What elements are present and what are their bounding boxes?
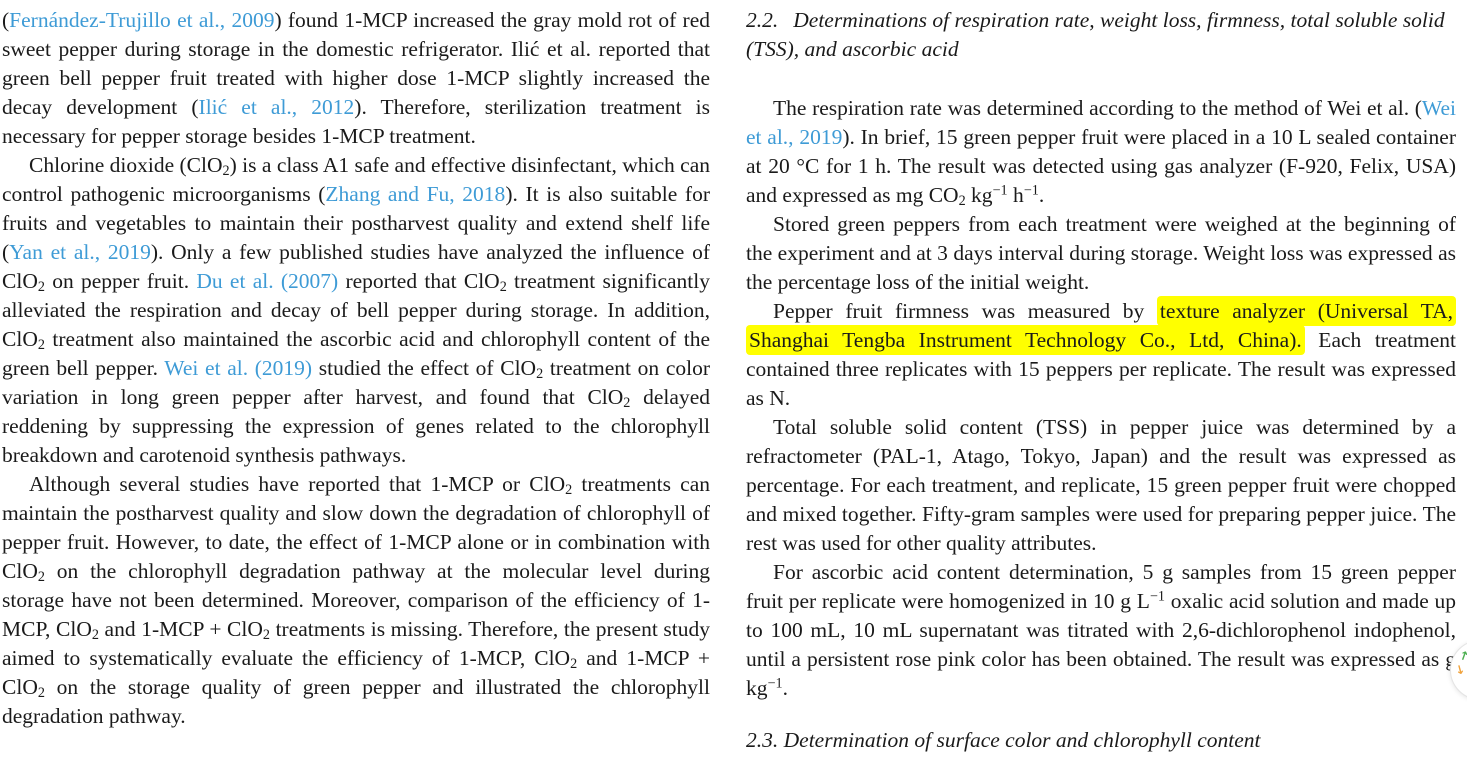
text-run: The respiration rate was determined acco… (773, 96, 1422, 120)
text-run: ). In brief, 15 green pepper fruit were … (746, 125, 1456, 207)
text-run: treatment also maintained the ascorbic a… (2, 327, 710, 380)
citation-link[interactable]: Fernández-Trujillo et al., 2009 (9, 8, 275, 32)
clipped-next-section-heading: 2.3. Determination of surface color and … (746, 728, 1261, 752)
text-run: ). It is also suitable for fruits and ve… (2, 182, 710, 264)
superscript: −1 (1023, 182, 1039, 199)
text-run: . (782, 676, 788, 700)
text-run: . (1038, 183, 1045, 207)
text-run: delayed reddening by suppressing the exp… (2, 385, 710, 467)
citation-link[interactable]: Yan et al., 2019 (9, 240, 151, 264)
citation-link[interactable]: Wei et al. (2019) (164, 356, 313, 380)
citation-link[interactable]: Wei et al., 2019 (746, 96, 1456, 149)
scroll-down-icon[interactable]: ↓ (1453, 661, 1467, 679)
text-run: Stored green peppers from each treatment… (746, 212, 1456, 294)
text-run: Pepper fruit firmness was measured by (773, 299, 1157, 323)
subscript: 2 (262, 627, 270, 644)
text-run: kg (965, 183, 993, 207)
text-run: Chlorine dioxide (ClO (29, 153, 223, 177)
text-run: reported that ClO (338, 269, 500, 293)
right-column-body: The respiration rate was determined acco… (746, 94, 1456, 703)
subscript: 2 (222, 163, 230, 180)
subscript: 2 (499, 279, 507, 296)
text-run: ) is a class A1 safe and effective disin… (2, 153, 710, 206)
text-run: on pepper fruit. (44, 269, 197, 293)
superscript: −1 (992, 182, 1008, 199)
text-run: and 1-MCP + ClO (2, 646, 710, 699)
superscript: −1 (767, 675, 783, 692)
text-run: ( (2, 8, 10, 32)
text-run: on the chlorophyll degradation pathway a… (2, 559, 710, 641)
text-run: on the storage quality of green pepper a… (2, 675, 710, 728)
left-column: (Fernández-Trujillo et al., 2009) found … (2, 6, 710, 763)
subscript: 2 (623, 395, 631, 412)
text-run: studied the effect of ClO (312, 356, 537, 380)
subscript: 2 (536, 366, 544, 383)
text-run: and 1-MCP + ClO (98, 617, 263, 641)
text-run: treatments can maintain the postharvest … (2, 472, 710, 583)
subscript: 2 (91, 627, 99, 644)
subscript: 2 (570, 656, 578, 673)
subscript: 2 (565, 482, 573, 499)
superscript: −1 (1149, 588, 1165, 605)
citation-link[interactable]: Zhang and Fu, 2018 (325, 182, 506, 206)
text-run: treatment significantly alleviated the r… (2, 269, 710, 351)
subscript: 2 (958, 193, 966, 210)
paragraph: (Fernández-Trujillo et al., 2009) found … (2, 6, 710, 151)
text-run: Each treatment contained three replicate… (746, 328, 1456, 410)
citation-link[interactable]: Du et al. (2007) (196, 269, 339, 293)
text-run: h (1007, 183, 1024, 207)
text-run: treatments is missing. Therefore, the pr… (2, 617, 710, 670)
text-run: Total soluble solid content (TSS) in pep… (746, 415, 1456, 555)
text-run: ). Only a few published studies have ana… (2, 240, 710, 293)
section-title: Determinations of respiration rate, weig… (746, 8, 1445, 61)
paragraph: Pepper fruit firmness was measured by te… (746, 296, 1456, 413)
subscript: 2 (37, 337, 45, 354)
citation-link[interactable]: Ilić et al., 2012 (198, 95, 355, 119)
subscript: 2 (37, 569, 45, 586)
paragraph: Although several studies have reported t… (2, 470, 710, 731)
text-run: Although several studies have reported t… (29, 472, 566, 496)
paragraph: The respiration rate was determined acco… (746, 94, 1456, 210)
section-number: 2.2. (746, 8, 779, 32)
text-run: ) found 1-MCP increased the gray mold ro… (2, 8, 710, 119)
subscript: 2 (37, 685, 45, 702)
paragraph: For ascorbic acid content determination,… (746, 558, 1456, 703)
paragraph: Total soluble solid content (TSS) in pep… (746, 413, 1456, 558)
paragraph: Chlorine dioxide (ClO2) is a class A1 sa… (2, 151, 710, 470)
text-run: treatment on color variation in long gre… (2, 356, 710, 409)
paragraph: Stored green peppers from each treatment… (746, 210, 1456, 297)
text-run: For ascorbic acid content determination,… (746, 560, 1456, 613)
right-column: 2.2. Determinations of respiration rate, … (746, 6, 1456, 763)
subscript: 2 (37, 279, 45, 296)
section-heading: 2.2. Determinations of respiration rate, … (746, 6, 1456, 64)
text-run: ). Therefore, sterilization treatment is… (2, 95, 710, 148)
text-run: oxalic acid solution and made up to 100 … (746, 589, 1456, 700)
